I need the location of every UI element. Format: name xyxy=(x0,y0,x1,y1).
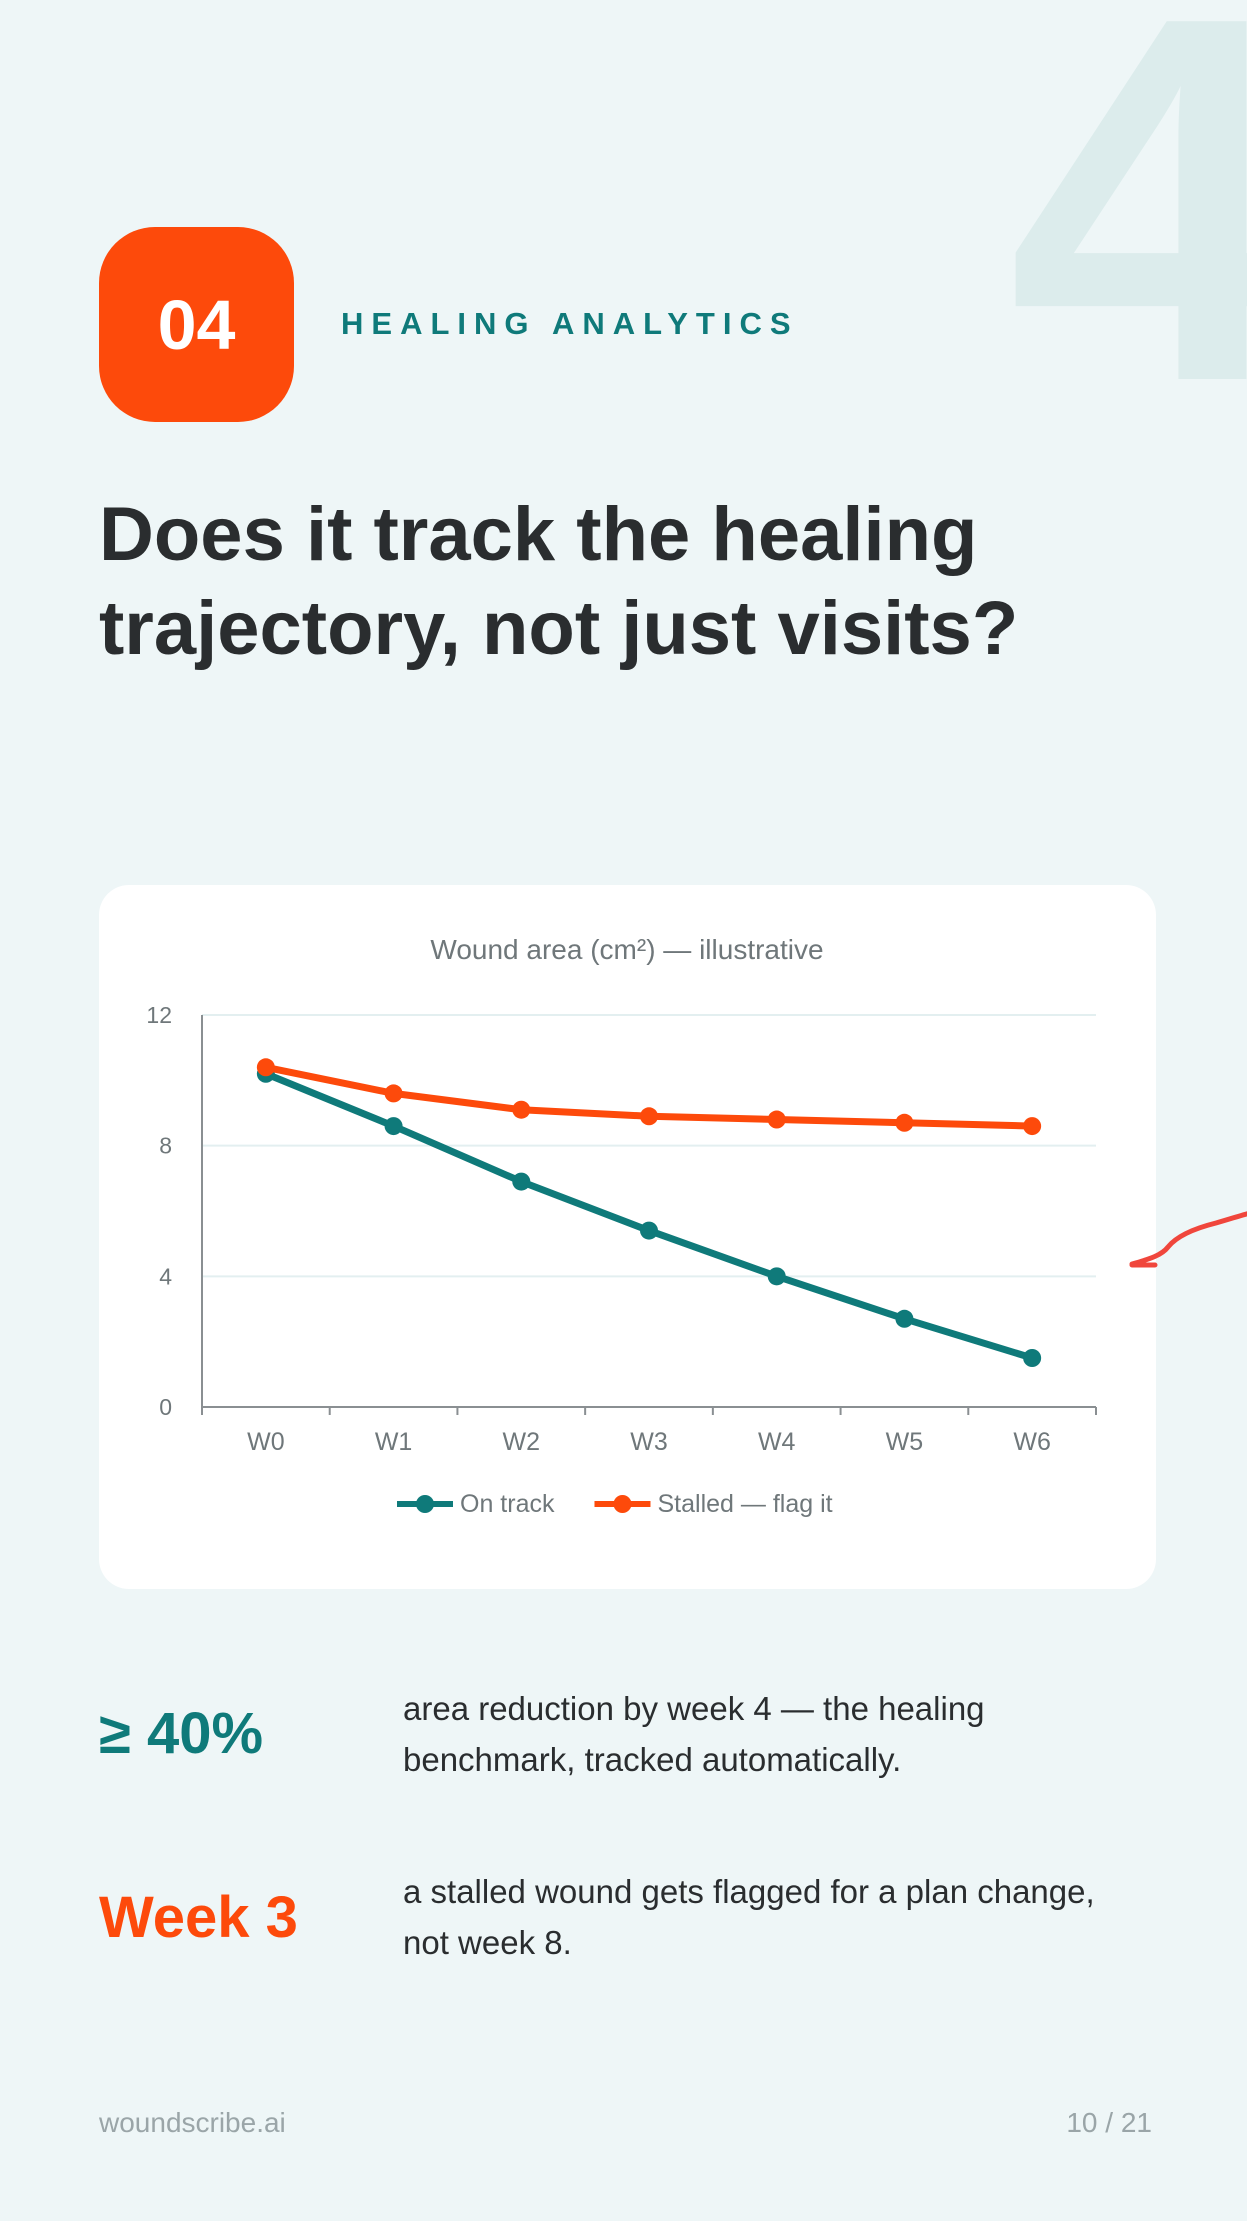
section-label: HEALING ANALYTICS xyxy=(341,306,799,341)
data-point xyxy=(384,1084,403,1103)
x-tick-label: W2 xyxy=(503,1428,541,1456)
stat-description-line: area reduction by week 4 — the healing xyxy=(403,1690,985,1727)
data-point xyxy=(895,1309,914,1328)
data-point xyxy=(1023,1117,1042,1136)
page-number: 10 / 21 xyxy=(1066,2107,1152,2138)
title-line-2: trajectory, not just visits? xyxy=(99,586,1019,671)
data-point xyxy=(256,1058,275,1077)
y-tick-label: 0 xyxy=(159,1394,172,1420)
stat-description-line: benchmark, tracked automatically. xyxy=(403,1741,902,1778)
x-tick-label: W4 xyxy=(758,1428,796,1456)
legend-marker xyxy=(613,1495,632,1513)
data-point xyxy=(895,1113,914,1132)
chart-card: Wound area (cm²) — illustrative 0 4 8 12 W0 W1… xyxy=(99,885,1156,1589)
y-tick-label: 4 xyxy=(159,1263,172,1289)
stat-description-line: not week 8. xyxy=(403,1924,572,1961)
chart-title: Wound area (cm²) — illustrative xyxy=(430,934,823,965)
data-point xyxy=(640,1107,658,1126)
stat-description-line: a stalled wound gets flagged for a plan … xyxy=(403,1873,1095,1910)
x-tick-label: W1 xyxy=(375,1428,413,1456)
y-tick-label: 8 xyxy=(159,1133,172,1159)
legend-marker xyxy=(416,1495,434,1513)
page-title: Does it track the healing trajectory, no… xyxy=(99,488,1149,676)
stat-description-benchmark: area reduction by week 4 — the healing b… xyxy=(403,1683,1163,1785)
data-point xyxy=(512,1100,531,1119)
data-point xyxy=(640,1221,658,1240)
data-point xyxy=(1023,1349,1042,1367)
footer-brand: woundscribe.ai xyxy=(99,2107,286,2138)
y-tick-label: 12 xyxy=(146,1002,172,1028)
x-tick-label: W5 xyxy=(886,1428,924,1456)
legend-label: Stalled — flag it xyxy=(657,1490,832,1518)
x-tick-label: W3 xyxy=(630,1428,668,1456)
x-tick-label: W0 xyxy=(247,1428,285,1456)
section-number-badge: 04 xyxy=(99,227,294,422)
title-line-1: Does it track the healing xyxy=(99,492,978,577)
data-point xyxy=(384,1117,403,1136)
annotation-squiggle xyxy=(1129,1211,1247,1268)
data-point xyxy=(512,1172,531,1191)
data-point xyxy=(767,1110,786,1129)
data-point xyxy=(767,1267,786,1286)
line-chart: Wound area (cm²) — illustrative 0 4 8 12 W0 W1… xyxy=(146,934,1097,1518)
stat-value-benchmark: ≥ 40% xyxy=(99,1701,264,1766)
legend-label: On track xyxy=(460,1490,555,1518)
stat-value-flag-week: Week 3 xyxy=(99,1885,298,1950)
x-tick-label: W6 xyxy=(1013,1428,1050,1456)
stat-description-flag-week: a stalled wound gets flagged for a plan … xyxy=(403,1866,1163,1968)
background-numeral: 4 xyxy=(1007,0,1247,490)
